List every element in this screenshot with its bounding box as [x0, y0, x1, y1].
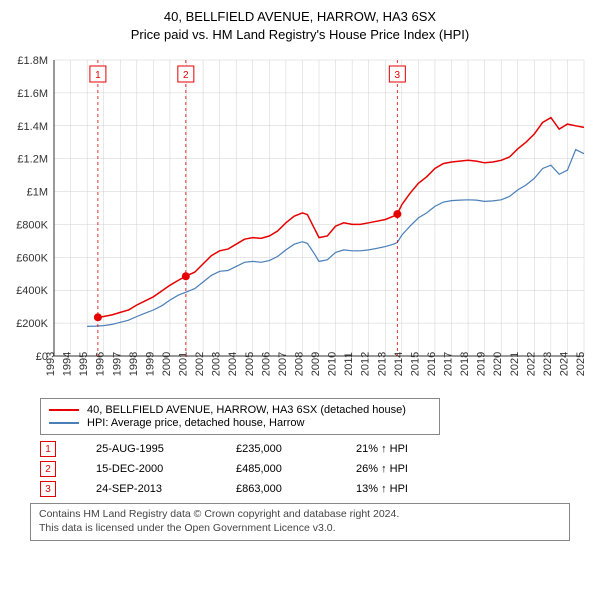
svg-text:2006: 2006	[260, 352, 272, 376]
chart-title: 40, BELLFIELD AVENUE, HARROW, HA3 6SX	[10, 8, 590, 26]
svg-text:£200K: £200K	[16, 318, 48, 330]
transaction-num-box: 3	[40, 481, 56, 497]
svg-text:1993: 1993	[45, 352, 57, 376]
transaction-price: £863,000	[236, 483, 316, 495]
transaction-row: 1 25-AUG-1995 £235,000 21% ↑ HPI	[40, 441, 570, 457]
transaction-pct: 26% ↑ HPI	[356, 463, 446, 475]
legend-swatch-property	[49, 409, 79, 411]
svg-text:2018: 2018	[459, 352, 471, 376]
svg-text:1: 1	[95, 70, 101, 81]
svg-text:2022: 2022	[525, 352, 537, 376]
svg-text:£1.6M: £1.6M	[17, 88, 48, 100]
svg-text:£400K: £400K	[16, 286, 48, 298]
svg-text:2004: 2004	[227, 352, 239, 376]
legend-label-hpi: HPI: Average price, detached house, Harr…	[87, 417, 304, 429]
footer-line1: Contains HM Land Registry data © Crown c…	[39, 508, 561, 522]
svg-text:2025: 2025	[575, 352, 587, 376]
svg-text:£600K: £600K	[16, 253, 48, 265]
svg-text:2012: 2012	[360, 352, 372, 376]
footer-box: Contains HM Land Registry data © Crown c…	[30, 503, 570, 540]
svg-text:2020: 2020	[492, 352, 504, 376]
svg-text:2021: 2021	[509, 352, 521, 376]
transaction-date: 25-AUG-1995	[96, 443, 196, 455]
transaction-num-box: 1	[40, 441, 56, 457]
transaction-price: £235,000	[236, 443, 316, 455]
svg-text:1997: 1997	[111, 352, 123, 376]
chart-svg: £0£200K£400K£600K£800K£1M£1.2M£1.4M£1.6M…	[10, 52, 590, 392]
svg-text:2017: 2017	[443, 352, 455, 376]
chart-area: £0£200K£400K£600K£800K£1M£1.2M£1.4M£1.6M…	[10, 52, 590, 392]
svg-text:2010: 2010	[327, 352, 339, 376]
legend-swatch-hpi	[49, 422, 79, 424]
svg-text:1999: 1999	[144, 352, 156, 376]
transaction-date: 15-DEC-2000	[96, 463, 196, 475]
svg-text:2: 2	[183, 70, 189, 81]
svg-text:2024: 2024	[558, 352, 570, 376]
transactions-table: 1 25-AUG-1995 £235,000 21% ↑ HPI 2 15-DE…	[40, 441, 570, 497]
svg-text:2008: 2008	[293, 352, 305, 376]
svg-text:1994: 1994	[62, 352, 74, 376]
transaction-num-box: 2	[40, 461, 56, 477]
transaction-date: 24-SEP-2013	[96, 483, 196, 495]
legend-label-property: 40, BELLFIELD AVENUE, HARROW, HA3 6SX (d…	[87, 404, 406, 416]
legend-row: 40, BELLFIELD AVENUE, HARROW, HA3 6SX (d…	[49, 404, 431, 416]
svg-text:2009: 2009	[310, 352, 322, 376]
svg-text:£800K: £800K	[16, 220, 48, 232]
svg-text:1998: 1998	[128, 352, 140, 376]
svg-text:2023: 2023	[542, 352, 554, 376]
chart-subtitle: Price paid vs. HM Land Registry's House …	[10, 26, 590, 44]
svg-text:2007: 2007	[277, 352, 289, 376]
svg-text:3: 3	[395, 70, 401, 81]
transaction-row: 2 15-DEC-2000 £485,000 26% ↑ HPI	[40, 461, 570, 477]
legend-row: HPI: Average price, detached house, Harr…	[49, 417, 431, 429]
footer-line2: This data is licensed under the Open Gov…	[39, 522, 561, 536]
chart-container: 40, BELLFIELD AVENUE, HARROW, HA3 6SX Pr…	[0, 0, 600, 590]
transaction-pct: 21% ↑ HPI	[356, 443, 446, 455]
svg-text:2000: 2000	[161, 352, 173, 376]
svg-text:2002: 2002	[194, 352, 206, 376]
legend-box: 40, BELLFIELD AVENUE, HARROW, HA3 6SX (d…	[40, 398, 440, 435]
svg-text:2003: 2003	[211, 352, 223, 376]
transaction-price: £485,000	[236, 463, 316, 475]
svg-text:1995: 1995	[78, 352, 90, 376]
svg-text:2014: 2014	[393, 352, 405, 376]
svg-text:2016: 2016	[426, 352, 438, 376]
transaction-pct: 13% ↑ HPI	[356, 483, 446, 495]
svg-text:£1.2M: £1.2M	[17, 154, 48, 166]
svg-text:2015: 2015	[409, 352, 421, 376]
svg-text:2001: 2001	[178, 352, 190, 376]
svg-text:1996: 1996	[95, 352, 107, 376]
transaction-row: 3 24-SEP-2013 £863,000 13% ↑ HPI	[40, 481, 570, 497]
svg-text:2013: 2013	[376, 352, 388, 376]
svg-text:£1M: £1M	[27, 187, 48, 199]
svg-text:£1.8M: £1.8M	[17, 55, 48, 67]
svg-text:£1.4M: £1.4M	[17, 121, 48, 133]
svg-text:2019: 2019	[476, 352, 488, 376]
svg-text:2005: 2005	[244, 352, 256, 376]
